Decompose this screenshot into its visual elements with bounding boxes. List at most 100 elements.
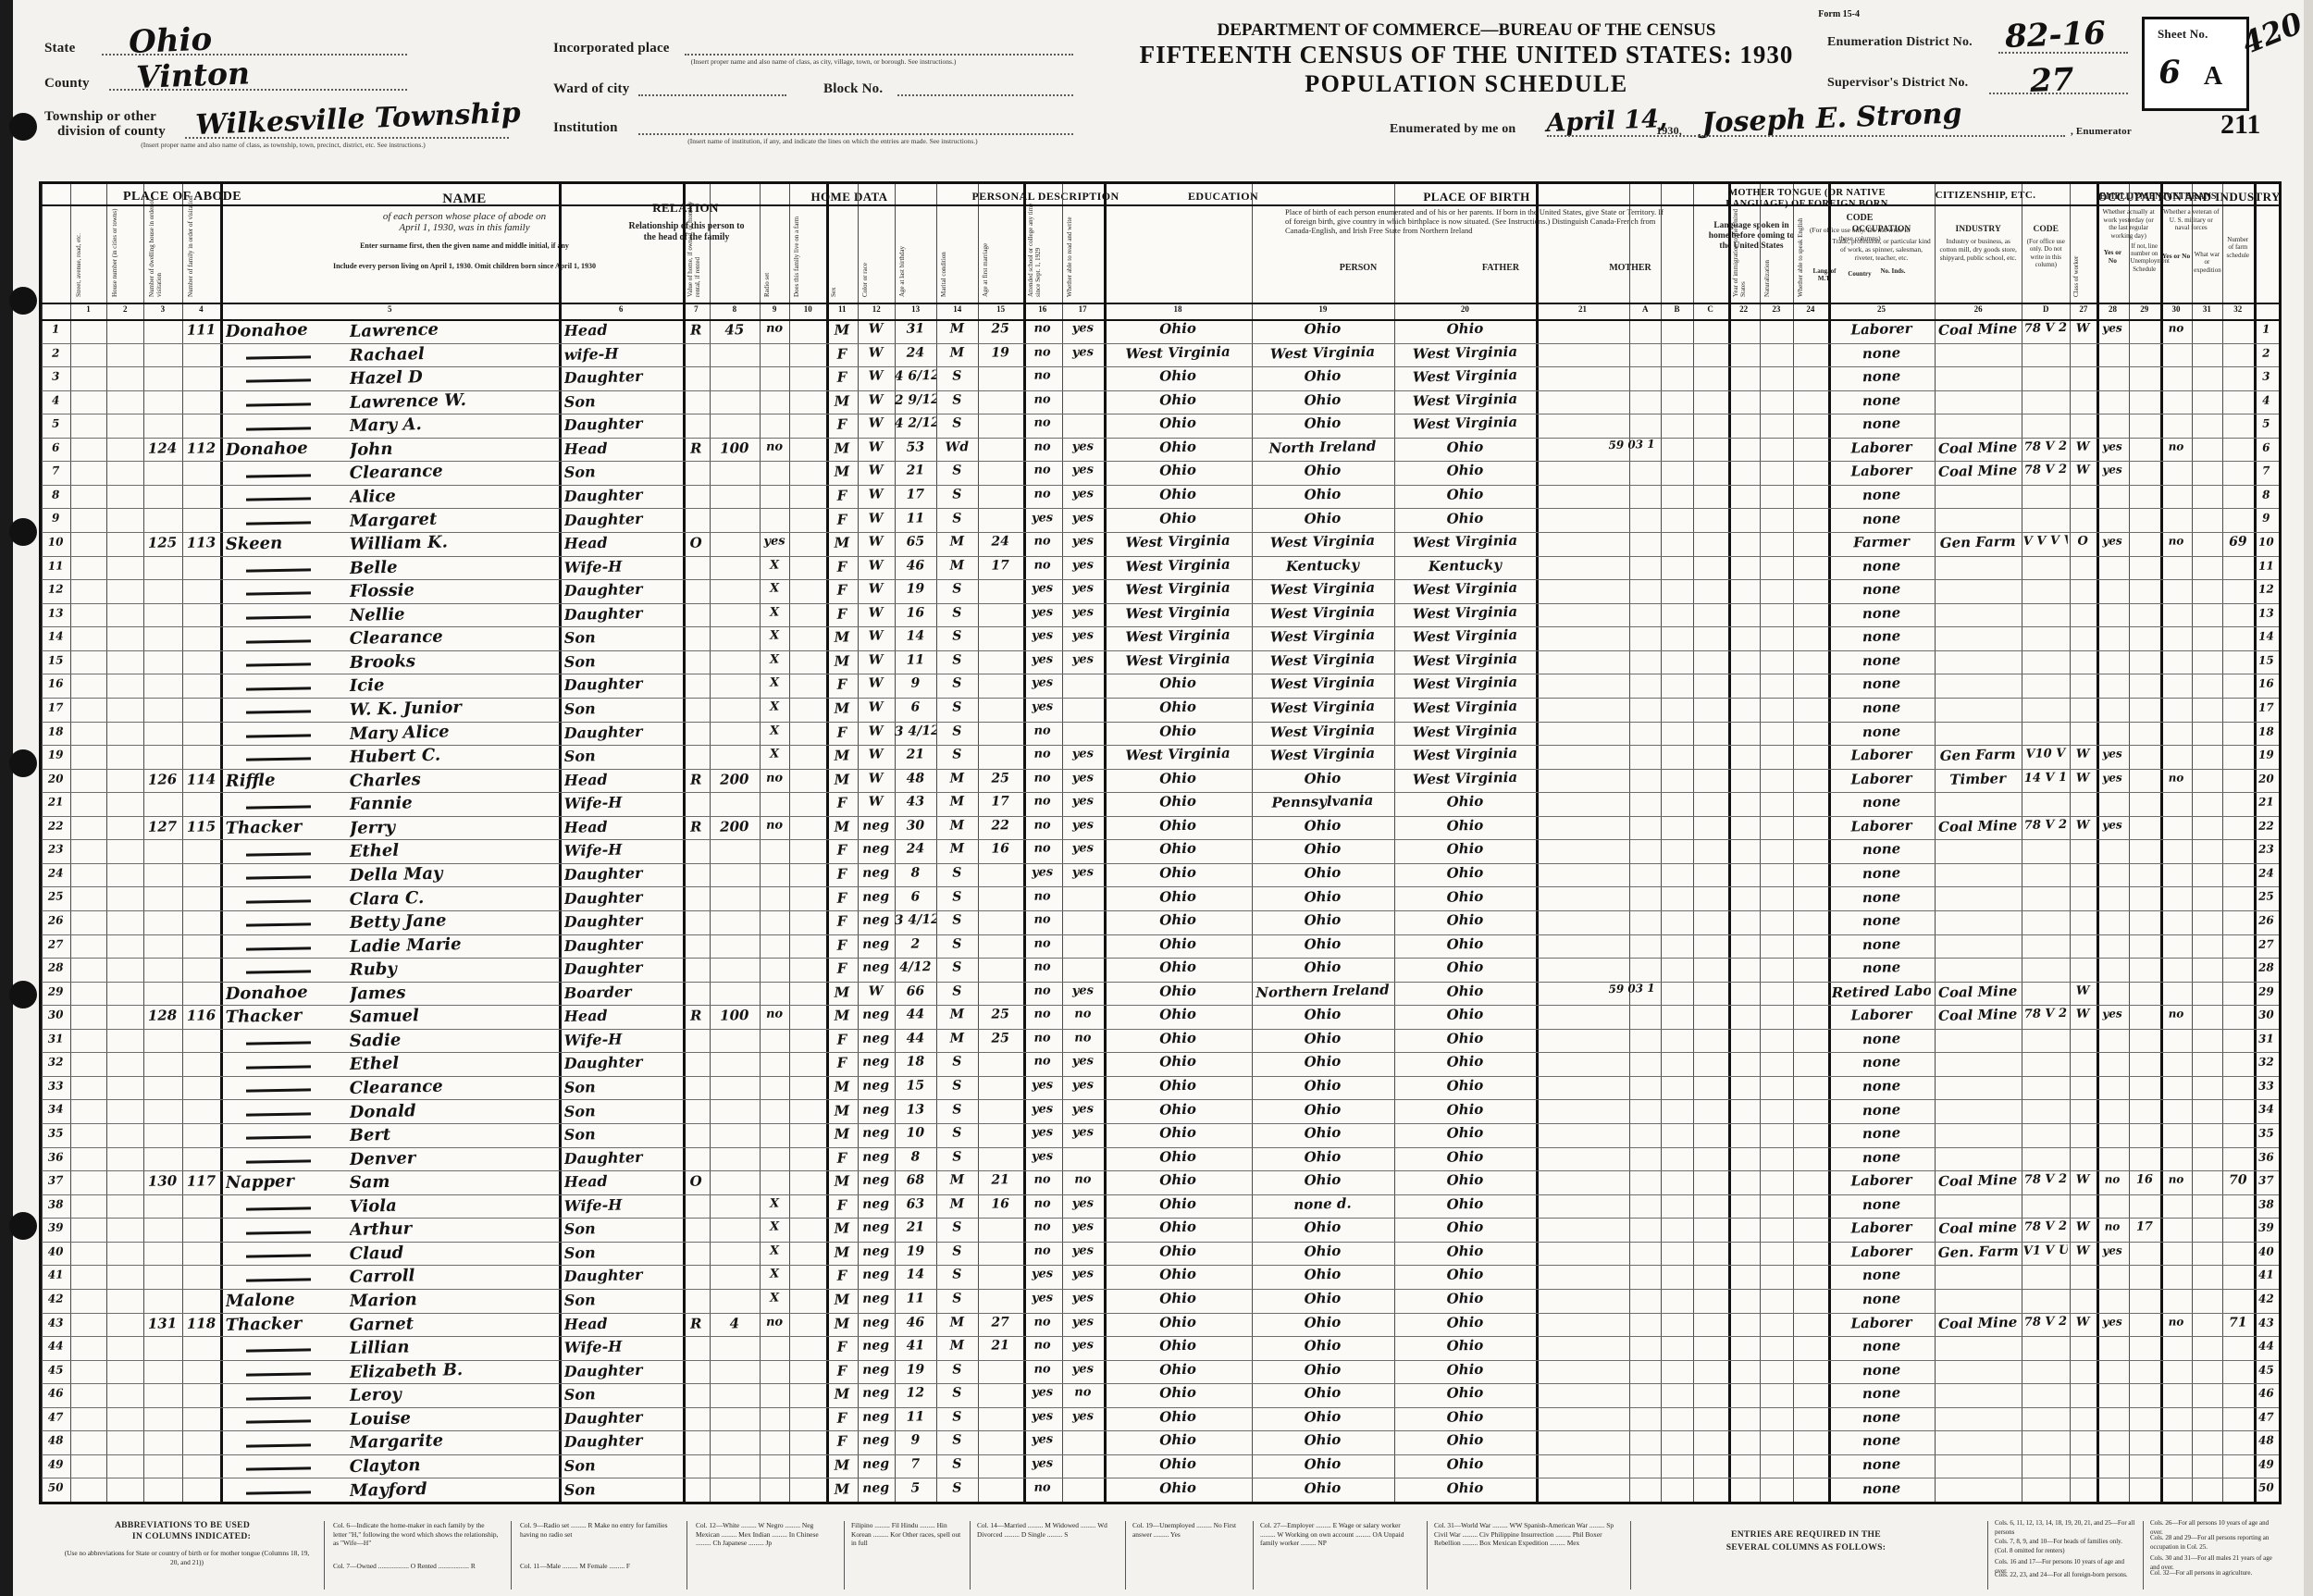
- row-number-right: 5: [2261, 416, 2270, 431]
- row-divider: [42, 602, 2279, 604]
- occupation-cell: none: [1862, 674, 1901, 693]
- race-cell: neg: [862, 1243, 890, 1259]
- row-number-right: 27: [2257, 937, 2274, 951]
- birthplace-person-cell: Ohio: [1158, 1407, 1196, 1426]
- township-label-line2: division of county: [57, 124, 166, 139]
- sex-cell: F: [836, 936, 847, 954]
- age-cell: 21: [906, 747, 925, 762]
- sex-cell: M: [834, 747, 850, 764]
- row-divider: [42, 815, 2279, 817]
- occupation-cell: none: [1862, 934, 1901, 953]
- given-name-cell: Belle: [349, 557, 398, 578]
- age-cell: 4 6/12: [894, 368, 937, 385]
- row-divider: [42, 1265, 2279, 1267]
- birthplace-person-cell: Ohio: [1158, 438, 1196, 456]
- row-number-right: 11: [2257, 559, 2274, 573]
- read-write-cell: yes: [1071, 487, 1094, 501]
- class-worker-cell: W: [2076, 984, 2091, 998]
- relation-cell: Daughter: [563, 509, 644, 529]
- row-number-left: 29: [47, 984, 64, 998]
- birthplace-mother-cell: Ohio: [1446, 1360, 1484, 1379]
- age-cell: 11: [906, 652, 925, 668]
- given-name-cell: Garnet: [349, 1313, 414, 1335]
- school-cell: no: [1033, 344, 1051, 360]
- row-number-left: 17: [47, 700, 64, 714]
- birthplace-person-cell: West Virginia: [1124, 531, 1231, 551]
- school-cell: yes: [1031, 1409, 1054, 1424]
- relation-cell: Son: [563, 699, 597, 719]
- occupation-cell: none: [1862, 651, 1901, 670]
- right-margin-stamp: 420: [2236, 5, 2307, 61]
- birthplace-person-cell: Ohio: [1158, 1029, 1196, 1047]
- age-cell: 66: [906, 983, 925, 999]
- marital-cell: S: [952, 699, 962, 715]
- relation-cell: Daughter: [563, 1053, 644, 1073]
- birthplace-mother-cell: West Virginia: [1412, 390, 1517, 410]
- marital-cell: M: [949, 841, 965, 858]
- row-divider: [42, 1406, 2279, 1408]
- row-divider: [42, 532, 2279, 534]
- occupation-cell: none: [1862, 1124, 1901, 1143]
- birthplace-father-cell: Ohio: [1304, 887, 1342, 906]
- marital-cell: S: [952, 723, 962, 739]
- given-name-cell: Lawrence W.: [349, 390, 467, 413]
- marital-cell: S: [952, 368, 962, 384]
- veteran-cell: no: [2168, 321, 2184, 335]
- sex-cell: M: [834, 1385, 850, 1404]
- sex-cell: F: [836, 1409, 847, 1427]
- birthplace-father-cell: Ohio: [1304, 1384, 1342, 1402]
- enumerated-date: April 14,: [1545, 104, 1668, 138]
- required-cols-4: Cols. 22, 23, and 24—For all foreign-bor…: [1995, 1571, 2128, 1578]
- surname-cell: Donahoe: [225, 319, 308, 342]
- industry-cell: Gen. Farm: [1937, 1242, 2019, 1261]
- read-write-cell: yes: [1071, 747, 1094, 761]
- relation-cell: Son: [563, 1219, 597, 1239]
- column-divider-agem: [978, 184, 980, 1502]
- row-number-right: 17: [2257, 700, 2274, 714]
- birthplace-father-cell: Ohio: [1304, 1478, 1342, 1497]
- dwelling-number: 127: [147, 817, 178, 835]
- sex-cell: M: [834, 392, 850, 410]
- birthplace-mother-cell: Ohio: [1446, 1006, 1484, 1024]
- birthplace-father-cell: Ohio: [1304, 390, 1342, 409]
- age-married-cell: 17: [991, 794, 1010, 810]
- column-divider-race: [858, 184, 860, 1502]
- read-write-cell: yes: [1071, 1219, 1094, 1235]
- column-number: 12: [872, 304, 881, 314]
- read-write-cell: yes: [1071, 581, 1094, 596]
- row-number-left: 49: [47, 1457, 64, 1471]
- sex-cell: F: [836, 724, 847, 741]
- birthplace-mother-cell: West Virginia: [1412, 650, 1517, 670]
- race-cell: W: [868, 628, 884, 645]
- birthplace-mother-cell: Ohio: [1446, 982, 1484, 1000]
- birthplace-person-cell: Ohio: [1158, 1100, 1196, 1119]
- row-number-right: 41: [2257, 1268, 2274, 1282]
- age-cell: 12: [906, 1385, 925, 1401]
- birthplace-person-cell: Ohio: [1158, 792, 1196, 810]
- row-number-right: 13: [2257, 606, 2274, 620]
- industry-cell: Timber: [1949, 769, 2007, 788]
- row-number-right: 8: [2261, 488, 2270, 501]
- industry-cell: Coal Mine: [1938, 319, 2018, 340]
- given-name-cell: Louise: [349, 1408, 412, 1429]
- column-divider-lang: [1536, 184, 1539, 1502]
- industry-cell: Gen Farm: [1939, 533, 2017, 552]
- ditto-dash: [246, 1278, 312, 1282]
- age-cell: 3 4/12: [894, 723, 937, 739]
- school-cell: yes: [1031, 1101, 1054, 1117]
- enumerator-rule: [1547, 135, 2065, 137]
- employment-cell: yes: [2102, 321, 2123, 335]
- read-write-cell: yes: [1071, 1314, 1094, 1330]
- read-write-cell: yes: [1071, 1125, 1094, 1140]
- row-number-left: 40: [47, 1244, 64, 1258]
- row-number-left: 38: [47, 1197, 64, 1211]
- birthplace-father-cell: Ohio: [1304, 1147, 1342, 1166]
- row-number-right: 19: [2257, 748, 2274, 761]
- column-divider-vet: [2159, 184, 2163, 1502]
- school-cell: no: [1033, 723, 1051, 738]
- sex-cell: F: [836, 959, 847, 977]
- column-divider-house: [106, 184, 108, 1502]
- ditto-dash: [246, 851, 312, 857]
- sheet-header: State Ohio County Vinton Township or oth…: [0, 0, 2313, 181]
- row-divider: [42, 886, 2279, 888]
